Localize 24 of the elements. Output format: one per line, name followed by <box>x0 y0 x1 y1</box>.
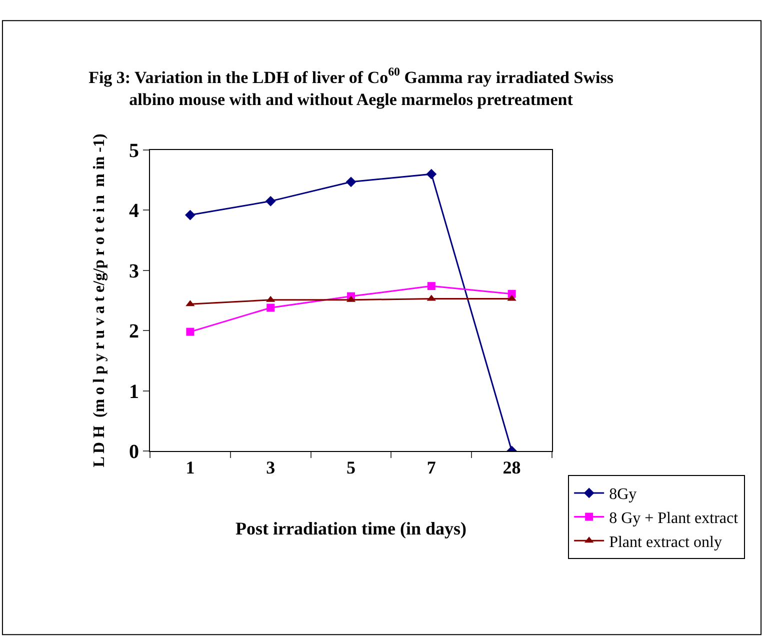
point <box>266 304 275 312</box>
y-tick-label: 4 <box>129 200 139 222</box>
y-tick-label: 0 <box>129 441 139 463</box>
y-axis-title: L D H (m o l p y r u v a t e/g/p r o t e i n m in -1) <box>90 134 108 468</box>
legend-label: 8 Gy + Plant extract <box>609 510 739 528</box>
point <box>186 328 194 336</box>
x-tick-label: 3 <box>266 458 276 478</box>
point <box>427 282 436 290</box>
point <box>265 196 276 206</box>
legend-label: 8Gy <box>609 486 637 504</box>
x-tick-label: 7 <box>426 458 436 478</box>
point <box>426 168 437 180</box>
y-tick-label: 2 <box>129 320 139 343</box>
point <box>346 176 356 188</box>
x-axis-title: Post irradiation time (in days) <box>236 518 466 539</box>
y-tick-label: 3 <box>129 260 139 282</box>
x-tick-label: 1 <box>186 458 195 478</box>
x-tick-label: 28 <box>502 458 521 478</box>
chart-title: Fig 3: Variation in the LDH of liver of Co$^{60}$ Gamma ray irradiated Swiss albino mouse with and without Aegle marmelos pretreatment <box>88 64 614 109</box>
x-tick-label: 5 <box>346 458 356 478</box>
legend-label: Plant extract only <box>609 534 722 551</box>
point <box>185 210 196 220</box>
y-tick-label: 5 <box>129 140 139 162</box>
y-tick-label: 1 <box>129 380 139 403</box>
